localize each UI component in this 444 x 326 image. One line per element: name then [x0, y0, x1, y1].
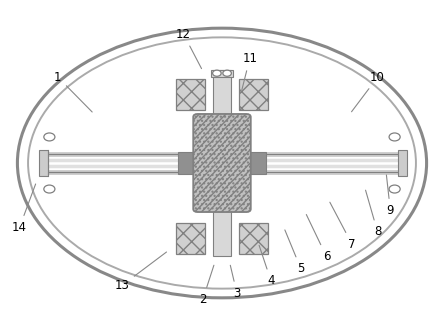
FancyBboxPatch shape — [239, 223, 268, 254]
Text: 7: 7 — [330, 202, 356, 251]
Circle shape — [44, 185, 55, 193]
Circle shape — [44, 133, 55, 141]
Text: 4: 4 — [259, 245, 275, 288]
Bar — [214, 69, 230, 117]
Circle shape — [213, 70, 221, 76]
Circle shape — [223, 70, 231, 76]
Bar — [246, 152, 266, 174]
FancyBboxPatch shape — [176, 79, 205, 110]
Text: 2: 2 — [199, 265, 214, 306]
Text: 10: 10 — [352, 71, 385, 112]
Text: 14: 14 — [12, 184, 36, 234]
Text: 13: 13 — [115, 252, 166, 292]
FancyBboxPatch shape — [176, 223, 205, 254]
Text: 6: 6 — [306, 215, 330, 263]
Text: 11: 11 — [242, 52, 257, 90]
Text: 3: 3 — [230, 265, 241, 300]
Text: 1: 1 — [54, 71, 92, 112]
Text: 12: 12 — [176, 28, 202, 68]
Text: 9: 9 — [386, 175, 394, 217]
Circle shape — [389, 185, 400, 193]
Text: 8: 8 — [365, 190, 381, 238]
Bar — [39, 150, 48, 176]
Bar — [211, 69, 233, 77]
FancyBboxPatch shape — [239, 79, 268, 110]
Bar — [178, 152, 198, 174]
FancyBboxPatch shape — [193, 114, 251, 212]
Text: 5: 5 — [285, 230, 305, 275]
Circle shape — [389, 133, 400, 141]
Bar — [398, 150, 408, 176]
Bar — [214, 209, 230, 257]
